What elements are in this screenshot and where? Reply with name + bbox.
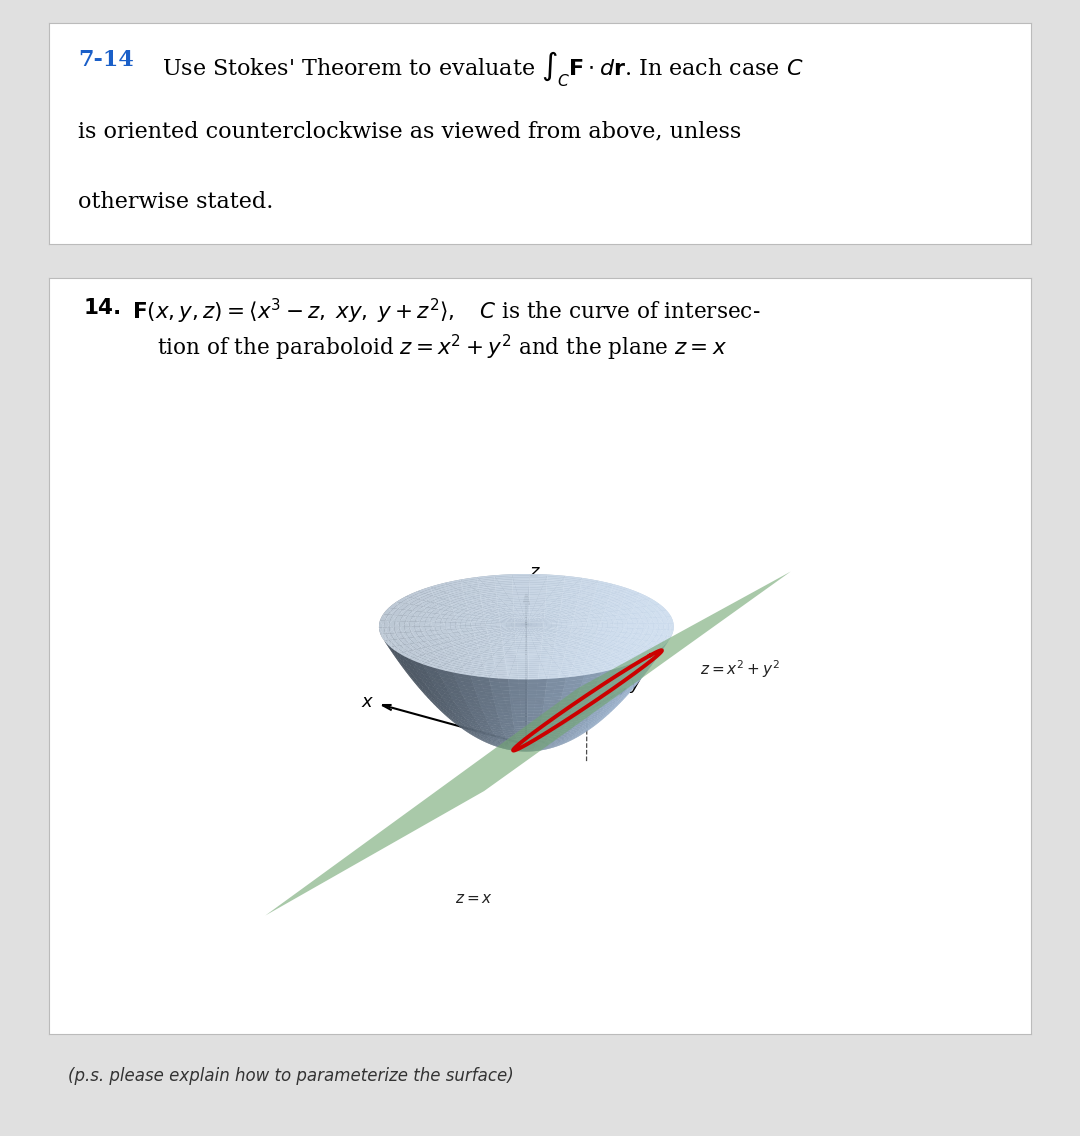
Text: $\mathbf{F}(x, y, z) = \langle x^3 - z,\; xy,\; y + z^2\rangle,$$\quad C$ is the: $\mathbf{F}(x, y, z) = \langle x^3 - z,\…: [132, 298, 760, 326]
Text: tion of the paraboloid $z = x^2 + y^2$ and the plane $z = x$: tion of the paraboloid $z = x^2 + y^2$ a…: [157, 333, 727, 362]
Text: otherwise stated.: otherwise stated.: [78, 191, 273, 214]
Text: $\mathbf{14.}$: $\mathbf{14.}$: [83, 298, 121, 319]
Text: 7-14: 7-14: [78, 49, 134, 72]
Text: is oriented counterclockwise as viewed from above, unless: is oriented counterclockwise as viewed f…: [78, 120, 741, 142]
Text: (p.s. please explain how to parameterize the surface): (p.s. please explain how to parameterize…: [68, 1067, 514, 1085]
Text: Use Stokes' Theorem to evaluate $\int_C \mathbf{F} \cdot d\mathbf{r}$. In each c: Use Stokes' Theorem to evaluate $\int_C …: [162, 49, 804, 89]
